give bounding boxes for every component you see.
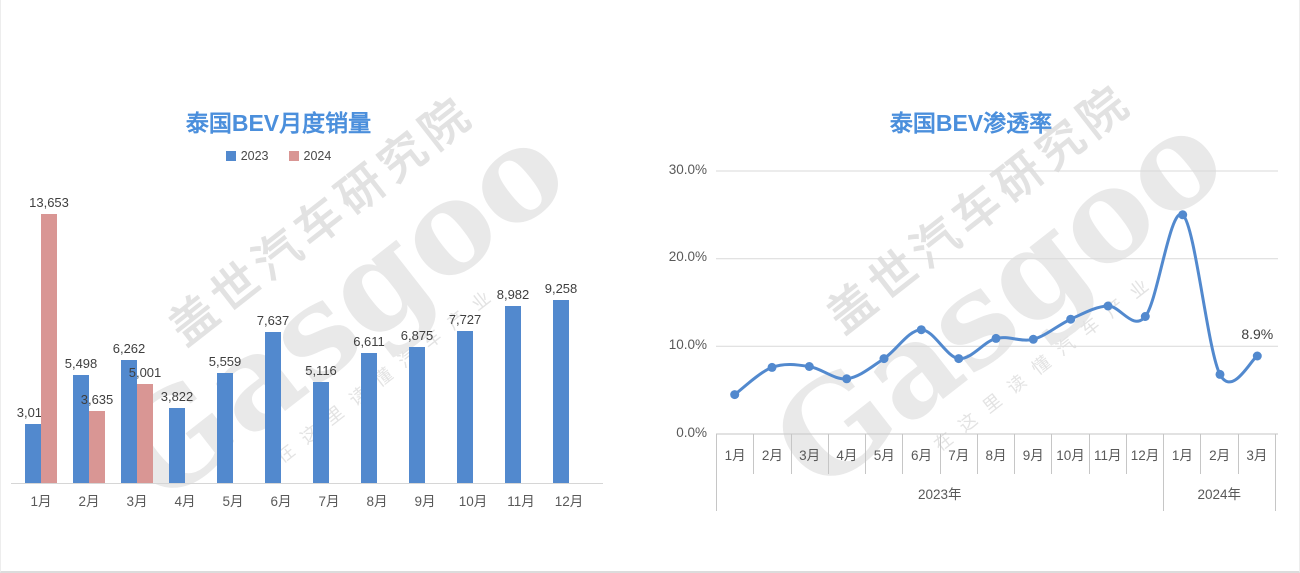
bar-value-label: 9,258 [544,281,578,296]
bar-2023-6月 [265,332,281,483]
bar-value-label: 6,611 [353,334,385,349]
x-axis-line [11,483,603,484]
x-axis-table: 1月 2月 3月 4月 5月 6月 7月 8月 9月 10月 11月 12月 1月 2月 3月 2023年 2… [716,434,1276,511]
x-axis-month-label: 3月 [126,494,148,509]
legend-item-2024: 2024 [288,149,332,163]
line-marker-9月 [1028,334,1038,344]
bar-2023-11月 [505,306,521,483]
bar-value-label: 7,637 [256,313,290,328]
bev-penetration-chart: 泰国BEV渗透率 30.0% 20.0% 10.0% 0.0% 8.9% 1月 2… [641,0,1299,571]
x-axis-month-label: 4月 [174,494,196,509]
month-cell: 2月 [1201,434,1239,474]
bar-value-label: 5,116 [305,363,337,378]
bar-value-label: 3,635 [80,392,114,407]
line-marker-1月 [730,390,740,400]
bar-2023-10月 [457,331,473,483]
x-axis-year-row: 2023年 2024年 [716,474,1276,511]
x-axis-month-label: 11月 [507,494,535,509]
line-plot-area: 8.9% [716,170,1278,435]
x-axis-month-row: 1月 2月 3月 4月 5月 6月 7月 8月 9月 10月 11月 12月 1月 2月 3月 [716,434,1276,474]
x-axis-month-label: 12月 [554,494,584,509]
bar-2023-2月 [73,375,89,483]
month-cell: 10月 [1052,434,1090,474]
line-marker-6月 [916,325,926,335]
bar-2023-1月 [25,424,41,483]
y-tick-30: 30.0% [668,162,707,177]
month-cell: 8月 [978,434,1016,474]
year-cell-2023年: 2023年 [717,474,1164,511]
bar-plot-area: 3,017 13,653 5,498 3,635 6,262 5,001 3,822 5,55… [17,195,593,483]
x-axis-month-labels: 1月 2月 3月 4月 5月 6月 7月 8月 9月 10月 11月 12月 [17,490,593,509]
bar-2023-9月 [409,347,425,483]
bar-2024-2月 [89,411,105,483]
bar-value-label: 6,875 [400,328,434,343]
legend-swatch-2023 [225,151,236,161]
month-cell: 4月 [829,434,867,474]
bar-2023-7月 [313,382,329,483]
x-axis-month-label: 1月 [30,494,52,509]
legend-label-2024: 2024 [303,149,332,163]
year-cell-2024年: 2024年 [1164,474,1276,511]
x-axis-month-label: 7月 [318,494,340,509]
bar-value-label: 3,822 [160,389,194,404]
month-cell: 6月 [903,434,941,474]
month-cell: 5月 [866,434,904,474]
line-marker-11月 [1103,301,1113,311]
month-cell: 9月 [1015,434,1053,474]
legend: 2023 2024 [1,149,556,163]
legend-label-2023: 2023 [240,149,269,163]
legend-swatch-2024 [288,151,299,161]
line-marker-8月 [991,333,1001,343]
x-axis-month-label: 8月 [366,494,388,509]
bar-value-label: 13,653 [29,195,69,210]
month-cell: 11月 [1090,434,1127,474]
last-point-value-label: 8.9% [1241,326,1273,342]
bar-2023-5月 [217,373,233,483]
bar-2024-1月 [41,214,57,483]
chart-title-penetration: 泰国BEV渗透率 [889,110,1053,136]
month-cell: 1月 [1164,434,1202,474]
x-axis-month-label: 6月 [270,494,292,509]
bar-2023-3月 [121,360,137,483]
bar-2023-4月 [169,408,185,483]
line-marker-10月 [1066,314,1076,324]
bar-value-label: 8,982 [496,287,530,302]
chart-title-sales: 泰国BEV月度销量 [185,110,372,136]
x-axis-month-label: 9月 [414,494,436,509]
line-marker-12月 [1140,312,1150,321]
month-cell: 7月 [941,434,978,474]
line-marker-7月 [954,354,964,364]
x-axis-month-label: 5月 [222,494,244,509]
line-marker-3月 [804,362,814,371]
line-marker-3月 [1252,351,1262,361]
legend-item-2023: 2023 [225,149,269,163]
line-marker-1月 [1178,210,1188,220]
bar-value-label: 5,001 [128,365,162,380]
bar-2023-12月 [553,300,569,483]
month-cell: 12月 [1127,434,1165,474]
y-tick-10: 10.0% [668,337,707,352]
month-cell: 1月 [717,434,755,474]
month-cell: 2月 [754,434,792,474]
line-marker-5月 [879,354,889,364]
bar-value-label: 6,262 [112,341,146,356]
x-axis-month-label: 2月 [78,494,100,509]
bar-2024-3月 [137,384,153,483]
bev-monthly-sales-chart: 泰国BEV月度销量 2023 2024 3,017 13,653 5,498 3,63… [1,0,641,571]
line-marker-2月 [767,362,777,372]
bar-value-label: 7,727 [448,312,482,327]
line-marker-2月 [1215,369,1225,379]
line-marker-4月 [842,374,852,384]
y-tick-0: 0.0% [676,425,707,440]
bar-2023-8月 [361,353,377,483]
bar-value-label: 5,559 [208,354,242,369]
bar-value-label: 5,498 [64,356,98,371]
y-tick-20: 20.0% [668,249,707,264]
x-axis-month-label: 10月 [458,494,488,509]
month-cell: 3月 [1239,434,1276,474]
month-cell: 3月 [792,434,829,474]
